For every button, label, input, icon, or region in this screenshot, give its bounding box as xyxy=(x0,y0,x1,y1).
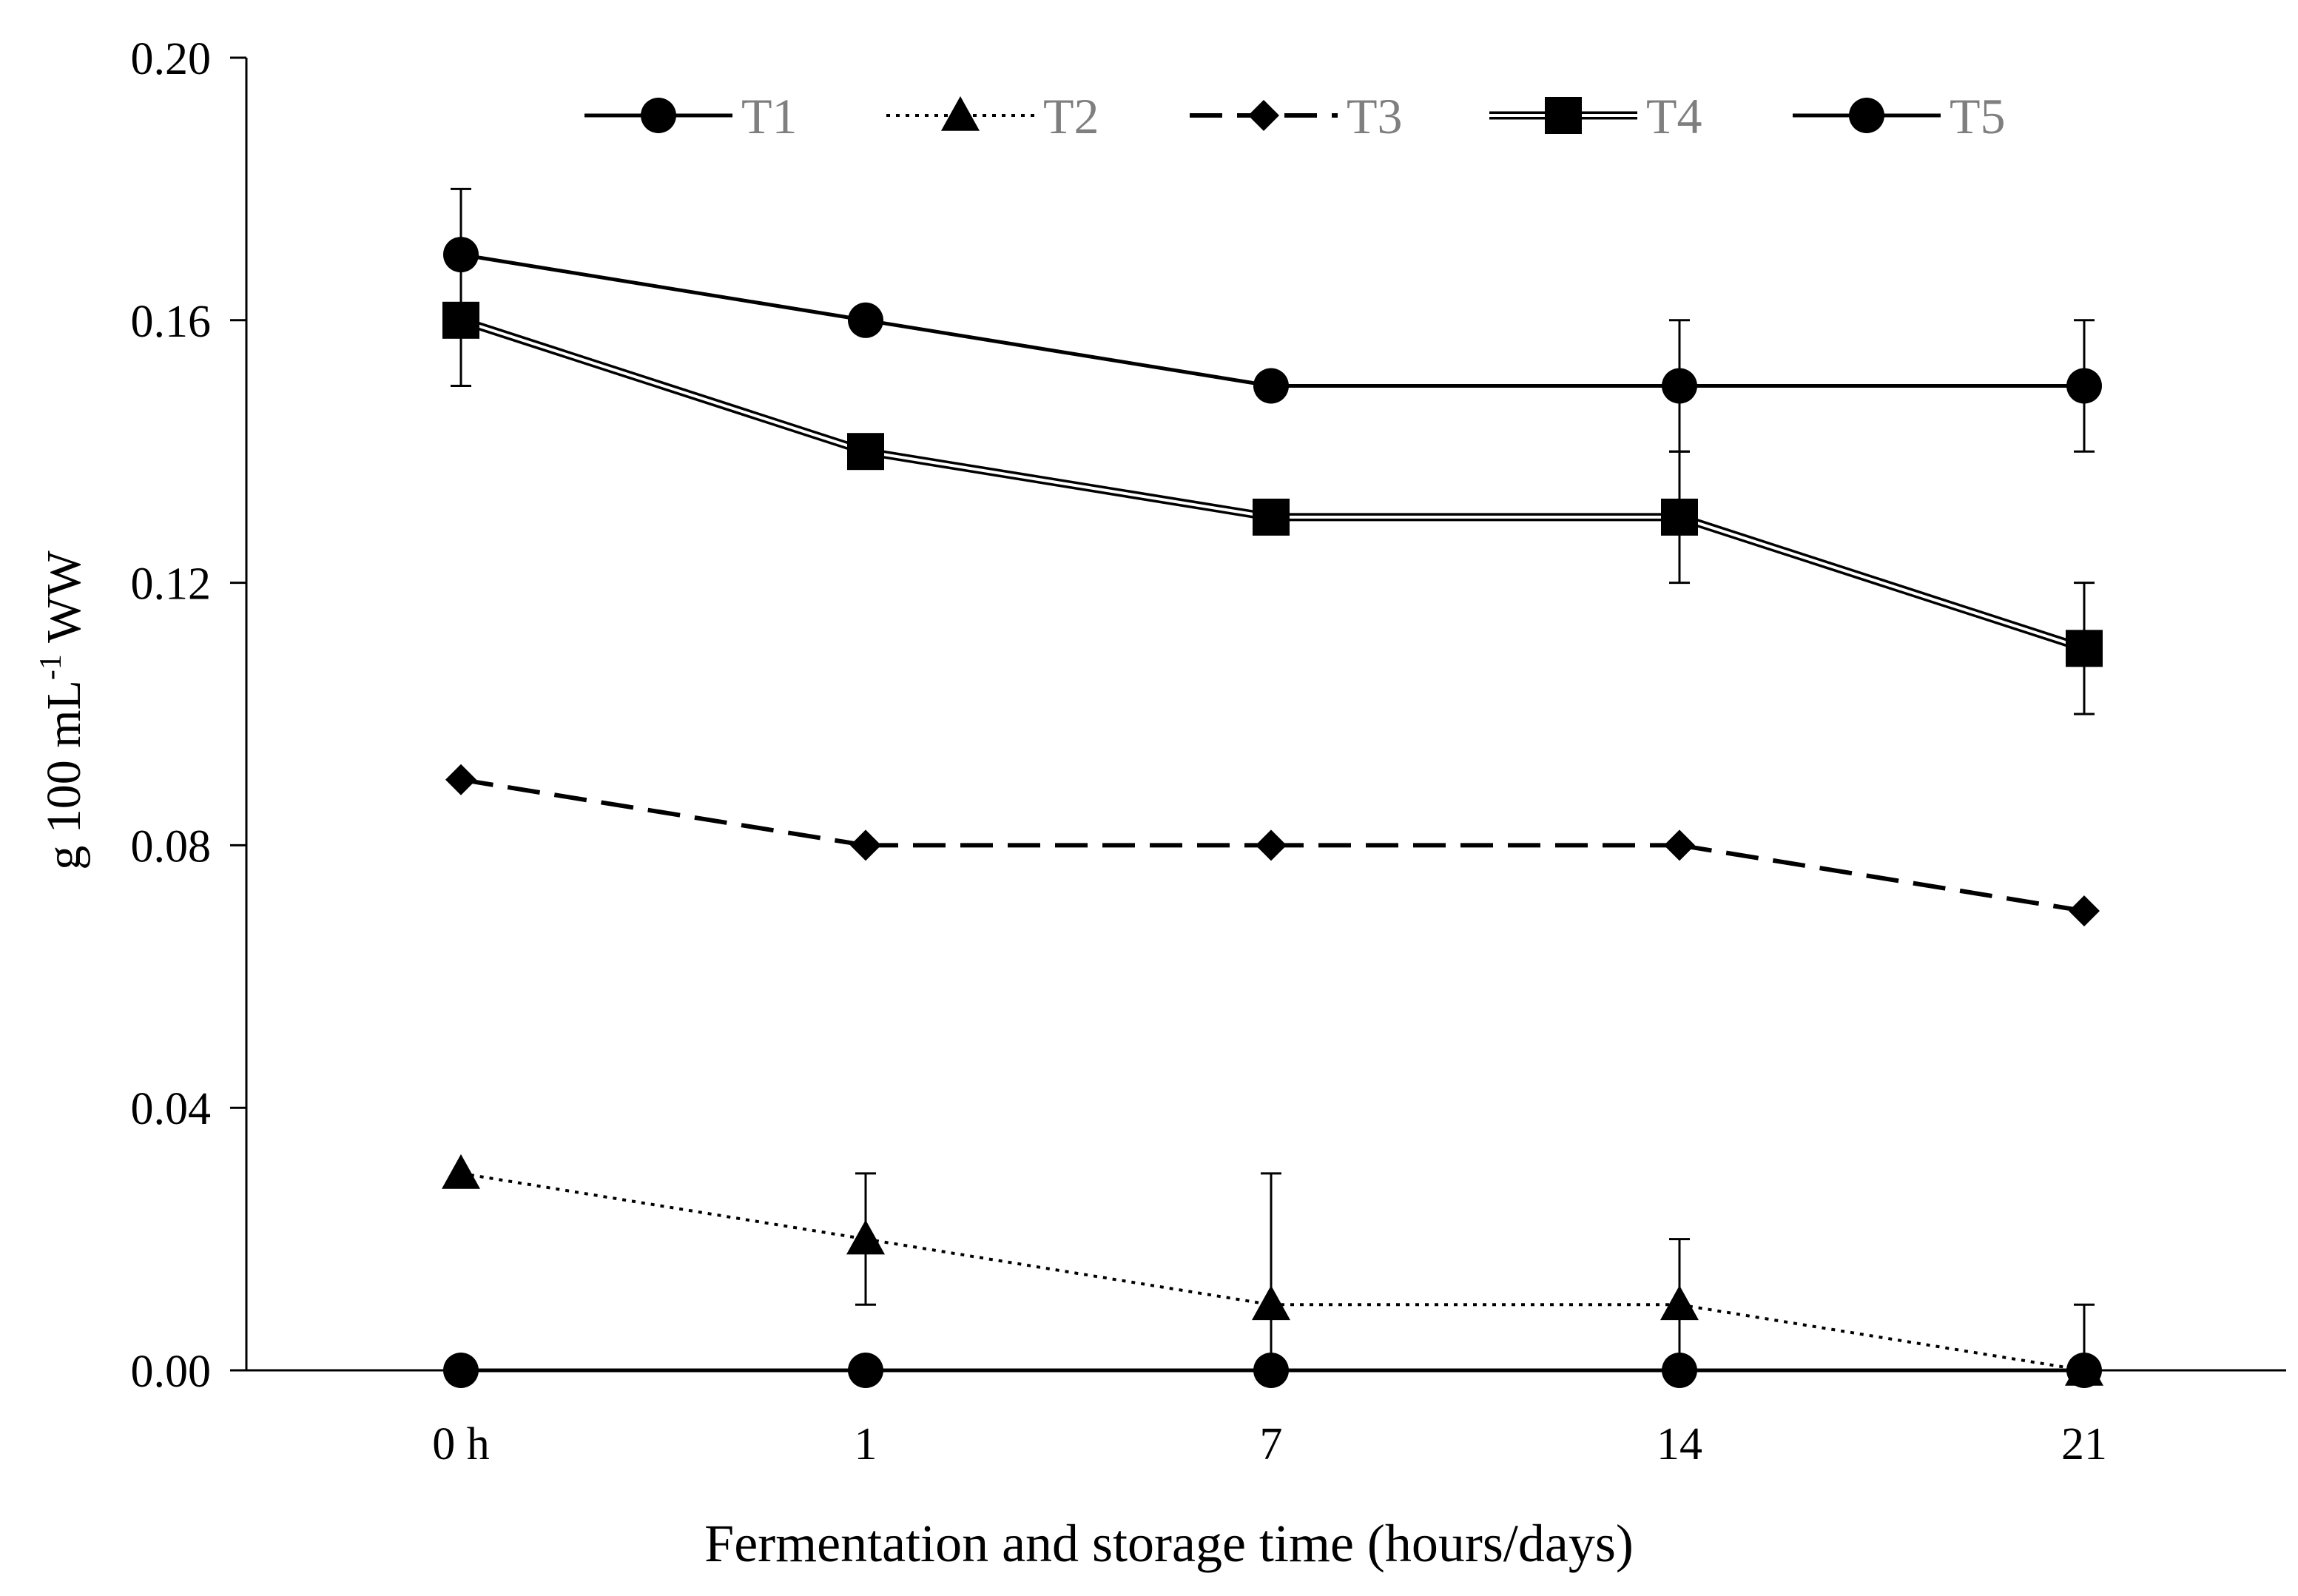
data-point xyxy=(1662,368,1697,404)
x-tick-label: 1 xyxy=(855,1419,877,1469)
data-point xyxy=(2069,895,2100,927)
y-tick-label: 0.04 xyxy=(131,1084,212,1134)
series-line-segment-inner xyxy=(865,450,1272,519)
y-axis-title-sup: -1 xyxy=(34,654,68,680)
series-line-segment-inner xyxy=(1679,515,2085,650)
series-t2 xyxy=(442,1154,2103,1386)
legend-label: T4 xyxy=(1646,88,1702,144)
y-tick-label: 0.08 xyxy=(131,821,212,872)
legend-item-t5: T5 xyxy=(1793,88,2006,144)
y-tick-label: 0.12 xyxy=(131,559,212,610)
legend-item-t2: T2 xyxy=(886,88,1099,144)
series-line-segment xyxy=(1679,1303,2085,1372)
data-point xyxy=(847,433,884,471)
legend-label: T2 xyxy=(1043,88,1099,144)
data-point xyxy=(1252,1285,1290,1321)
series-line-segment xyxy=(865,1237,1272,1307)
series-t4 xyxy=(442,253,2103,715)
data-point xyxy=(1253,498,1290,536)
legend-marker xyxy=(1849,98,1884,133)
series-line-segment xyxy=(460,777,866,848)
data-point xyxy=(2066,368,2102,404)
legend-label: T3 xyxy=(1347,88,1403,144)
data-point xyxy=(443,237,479,273)
series-line-segment xyxy=(460,252,866,323)
data-point xyxy=(442,1154,480,1189)
series-line-segment xyxy=(1679,843,2085,914)
legend-item-t1: T1 xyxy=(584,88,798,144)
x-tick-label: 14 xyxy=(1657,1419,1702,1469)
series-t3 xyxy=(445,764,2100,927)
x-axis-title: Fermentation and storage time (hours/day… xyxy=(704,1514,1634,1573)
legend-item-t4: T4 xyxy=(1489,88,1702,144)
series-line-segment xyxy=(865,318,1272,388)
data-point xyxy=(846,1219,885,1255)
data-point xyxy=(1661,498,1698,536)
data-point xyxy=(1664,829,1695,861)
legend-marker xyxy=(1248,100,1279,131)
y-axis-title-suffix: WW xyxy=(37,550,91,655)
x-tick-label: 0 h xyxy=(432,1419,490,1469)
y-tick-label: 0.16 xyxy=(131,297,212,347)
data-point xyxy=(1253,368,1289,404)
x-tick-label: 21 xyxy=(2061,1419,2107,1469)
data-point xyxy=(445,764,476,795)
series-line-segment-inner xyxy=(460,318,866,454)
data-point xyxy=(2065,1351,2103,1386)
y-tick-label: 0.20 xyxy=(131,34,212,84)
legend-label: T5 xyxy=(1950,88,2006,144)
legend-marker xyxy=(641,98,676,133)
series-line-segment xyxy=(460,1171,866,1241)
data-point xyxy=(850,829,881,861)
data-point xyxy=(2066,630,2103,667)
legend-item-t3: T3 xyxy=(1190,88,1403,144)
legend-marker xyxy=(941,96,980,131)
data-point xyxy=(1660,1285,1699,1321)
series-t5 xyxy=(443,187,2102,453)
data-point xyxy=(848,302,883,338)
y-tick-label: 0.00 xyxy=(131,1347,212,1397)
y-axis-title: g 100 mL-1 WW xyxy=(34,550,91,870)
legend-marker xyxy=(1545,97,1582,134)
x-tick-label: 7 xyxy=(1260,1419,1283,1469)
y-axis-title-main: g 100 mL xyxy=(37,680,91,870)
data-point xyxy=(1256,829,1287,861)
legend-label: T1 xyxy=(741,88,798,144)
